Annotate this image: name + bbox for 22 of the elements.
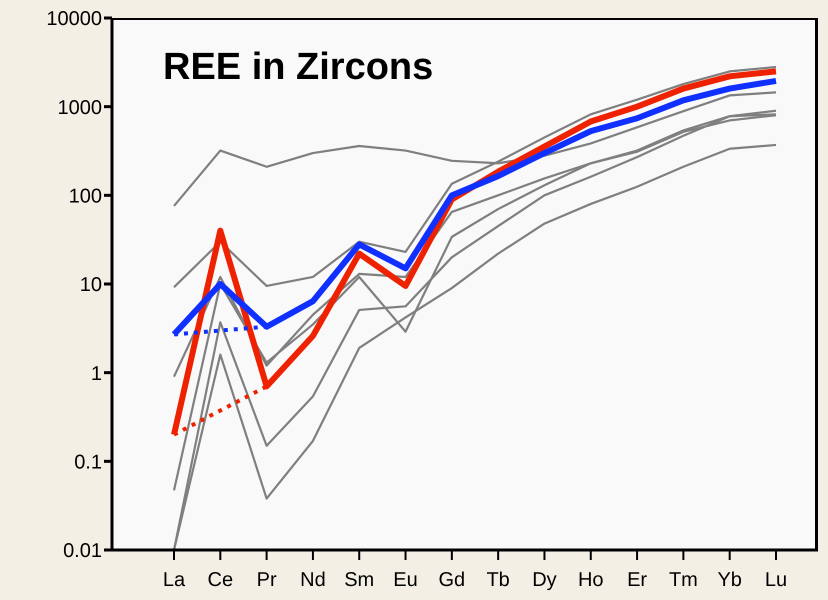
x-tick-label: Lu: [764, 569, 788, 592]
x-tick-label: Pr: [256, 569, 277, 592]
text: REE in Zircons: [163, 46, 434, 89]
x-tick-label: Tm: [668, 569, 698, 592]
x-tick-label: Eu: [393, 569, 418, 592]
x-tick-label: Gd: [438, 569, 466, 592]
y-tick-label: 10000: [46, 8, 102, 30]
x-tick-label: Sm: [344, 569, 374, 592]
x-tick-label: Ho: [578, 569, 604, 592]
x-tick-label: Nd: [300, 569, 326, 592]
x-tick-label: Ce: [208, 569, 234, 592]
x-tick-label: La: [162, 569, 186, 592]
y-tick-label: 0.01: [63, 540, 102, 562]
y-tick-label: 0.1: [74, 451, 102, 474]
x-tick-label: Dy: [532, 569, 557, 592]
x-tick-label: Tb: [486, 569, 510, 592]
x-tick-label: Er: [627, 569, 648, 592]
y-tick-label: 1: [90, 362, 102, 385]
y-tick-label: 10: [80, 274, 102, 296]
y-tick-label: 100: [68, 185, 102, 208]
x-tick-label: Yb: [717, 569, 742, 592]
y-tick-label: 1000: [58, 96, 102, 119]
